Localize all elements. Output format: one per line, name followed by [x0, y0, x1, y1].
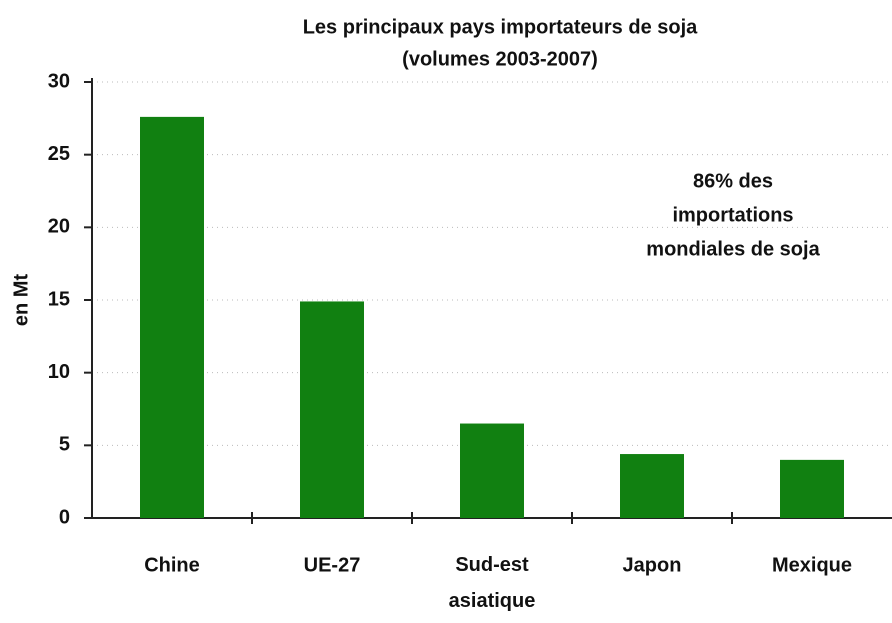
y-tick-label: 15: [48, 288, 70, 310]
bar: [300, 301, 364, 518]
bar: [460, 423, 524, 518]
y-tick-label: 5: [59, 434, 70, 456]
x-tick-label: Sud-est asiatique: [449, 554, 536, 612]
x-tick-label: UE-27: [304, 554, 361, 576]
annotation: 86% des: [693, 170, 773, 192]
y-tick-label: 30: [48, 70, 70, 92]
x-tick-label: Japon: [623, 554, 682, 576]
annotation: importations: [672, 204, 793, 226]
bar: [140, 116, 204, 518]
y-tick-label: 10: [48, 361, 70, 383]
y-tick-label: 25: [48, 143, 70, 165]
y-axis-label: en Mt: [10, 274, 32, 327]
y-tick-label: 0: [59, 506, 70, 528]
x-tick-label: Chine: [144, 554, 200, 576]
bar: [620, 454, 684, 518]
chart-subtitle: (volumes 2003-2007): [402, 48, 598, 70]
bar: [780, 459, 844, 518]
chart-title: Les principaux pays importateurs de soja: [303, 16, 698, 38]
y-tick-label: 20: [48, 216, 70, 238]
annotation: mondiales de soja: [646, 238, 820, 260]
x-tick-label: Mexique: [772, 554, 852, 576]
